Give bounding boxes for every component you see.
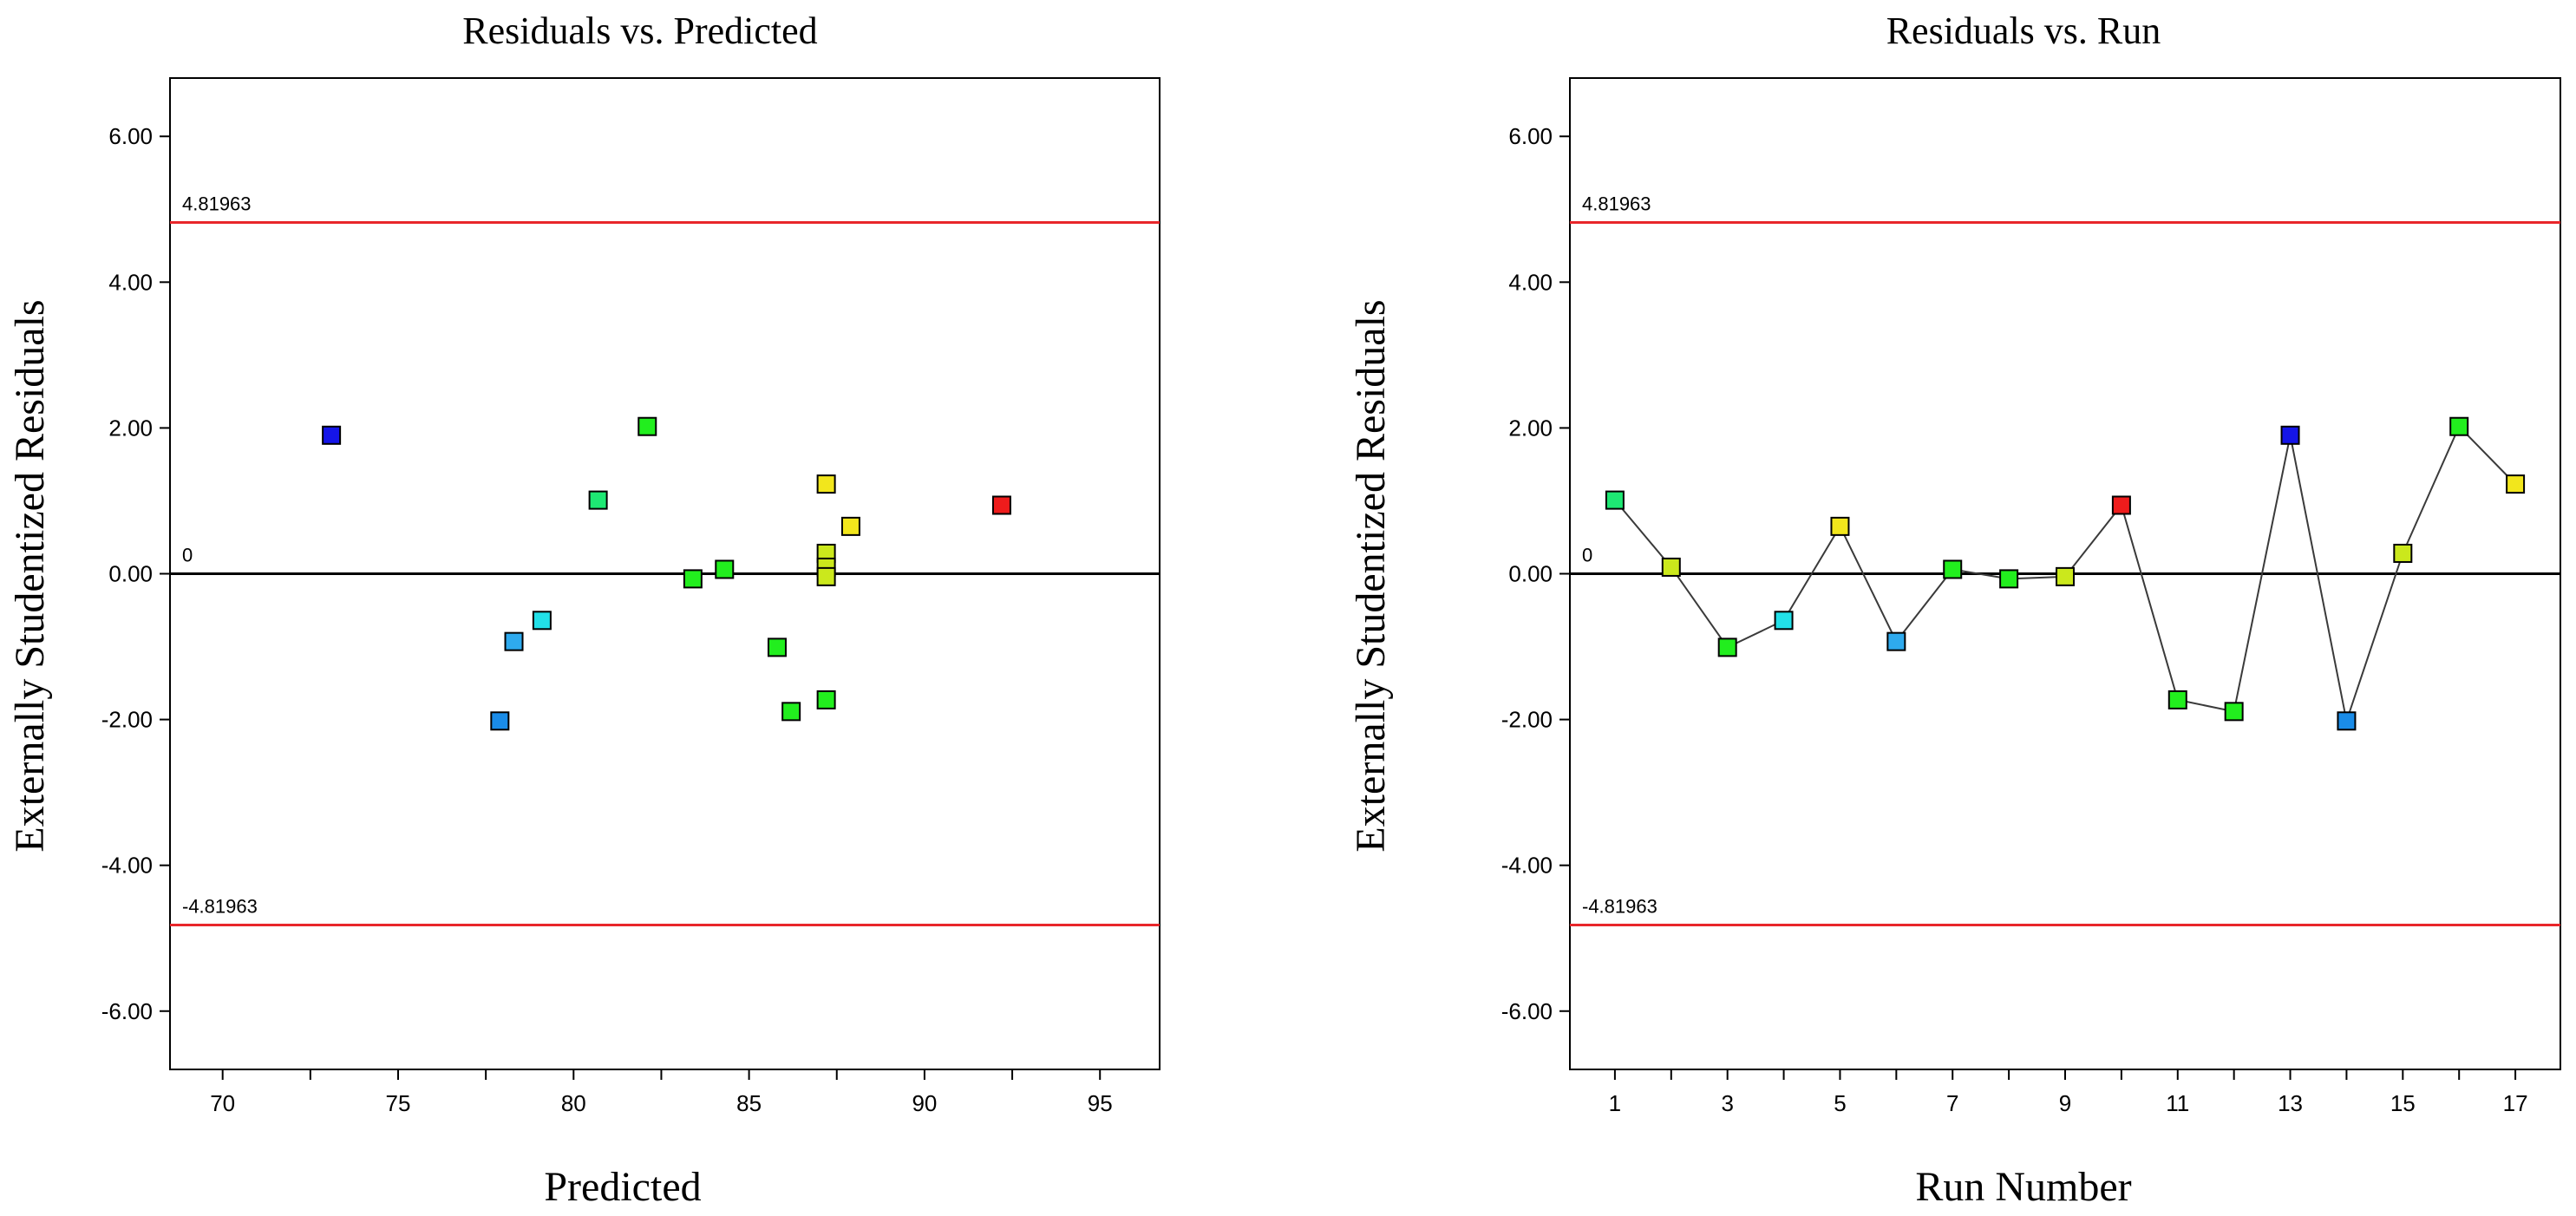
data-point bbox=[767, 637, 787, 657]
data-point bbox=[1717, 637, 1737, 657]
y-tick-label: 4.00 bbox=[108, 269, 153, 295]
x-tick-label: 17 bbox=[2503, 1090, 2528, 1116]
x-tick-label: 80 bbox=[561, 1090, 586, 1116]
x-tick-label: 7 bbox=[1946, 1090, 1958, 1116]
data-point bbox=[2056, 566, 2075, 586]
data-point bbox=[1999, 569, 2019, 589]
y-tick-label: 2.00 bbox=[108, 415, 153, 441]
data-point bbox=[991, 495, 1011, 515]
y-tick-label: -4.00 bbox=[101, 853, 153, 879]
x-axis-label: Run Number bbox=[1915, 1164, 2131, 1210]
plot-area: 6.004.002.000.00-2.00-4.00-6.001 3 5 7 9 11 13… bbox=[1501, 77, 2561, 1116]
data-point bbox=[1830, 516, 1850, 536]
reference-line-label: 4.81963 bbox=[182, 193, 252, 214]
data-point bbox=[2224, 702, 2244, 722]
data-point bbox=[840, 516, 860, 536]
data-point bbox=[781, 702, 801, 722]
x-tick-label: 85 bbox=[736, 1090, 762, 1116]
data-point bbox=[816, 474, 836, 494]
y-tick-label: -4.00 bbox=[1501, 853, 1553, 879]
data-point bbox=[2337, 711, 2357, 731]
x-axis-label: Predicted bbox=[544, 1164, 701, 1210]
chart-title: Residuals vs. Predicted bbox=[462, 10, 817, 52]
y-axis-label: Externally Studentized Residuals bbox=[7, 299, 53, 852]
data-point bbox=[683, 569, 703, 589]
y-tick-label: 6.00 bbox=[108, 123, 153, 149]
data-point bbox=[2506, 474, 2526, 494]
data-point bbox=[715, 559, 735, 579]
reference-line-label: 0 bbox=[1582, 545, 1592, 566]
x-tick-label: 5 bbox=[1834, 1090, 1846, 1116]
y-tick-label: 2.00 bbox=[1508, 415, 1553, 441]
x-tick-label: 1 bbox=[1609, 1090, 1621, 1116]
data-point bbox=[816, 566, 836, 586]
reference-line-label: -4.81963 bbox=[1582, 896, 1657, 918]
x-tick-label: 11 bbox=[2166, 1090, 2189, 1116]
x-tick-label: 13 bbox=[2278, 1090, 2303, 1116]
x-tick-label: 75 bbox=[386, 1090, 411, 1116]
y-tick-label: -2.00 bbox=[101, 707, 153, 733]
x-tick-label: 90 bbox=[912, 1090, 937, 1116]
data-point bbox=[504, 631, 524, 651]
data-point bbox=[1943, 559, 1963, 579]
y-tick-label: -2.00 bbox=[1501, 707, 1553, 733]
y-tick-label: -6.00 bbox=[1501, 998, 1553, 1024]
data-point bbox=[490, 711, 510, 731]
data-point bbox=[322, 425, 342, 445]
data-point bbox=[816, 690, 836, 709]
data-point bbox=[2111, 495, 2131, 515]
y-tick-label: 0.00 bbox=[1508, 561, 1553, 587]
x-tick-label: 9 bbox=[2059, 1090, 2071, 1116]
x-tick-label: 70 bbox=[210, 1090, 235, 1116]
data-point bbox=[637, 416, 657, 436]
data-point bbox=[2393, 543, 2413, 563]
data-point bbox=[2449, 416, 2469, 436]
y-axis-label: Externally Studentized Residuals bbox=[1348, 299, 1394, 852]
data-point bbox=[1605, 490, 1625, 510]
residuals-vs-predicted-panel: Residuals vs. Predicted Predicted Extern… bbox=[7, 10, 1161, 1210]
y-tick-label: 0.00 bbox=[108, 561, 153, 587]
data-point bbox=[1774, 611, 1794, 631]
y-tick-label: 6.00 bbox=[1508, 123, 1553, 149]
y-tick-label: -6.00 bbox=[101, 998, 153, 1024]
x-tick-label: 15 bbox=[2390, 1090, 2416, 1116]
x-tick-label: 3 bbox=[1721, 1090, 1733, 1116]
data-point bbox=[2280, 425, 2300, 445]
plot-area: 6.00 4.00 2.00 0.00 -2.00 -4.00 -6.00 70 75 80 85 9… bbox=[101, 77, 1161, 1116]
data-point bbox=[532, 611, 552, 631]
data-point bbox=[1661, 557, 1681, 577]
y-tick-label: 4.00 bbox=[1508, 269, 1553, 295]
data-point bbox=[588, 490, 608, 510]
chart-title: Residuals vs. Run bbox=[1886, 10, 2161, 52]
reference-line-label: -4.81963 bbox=[182, 896, 258, 918]
reference-line-label: 4.81963 bbox=[1582, 193, 1651, 214]
data-point bbox=[2167, 690, 2187, 709]
reference-line-label: 0 bbox=[182, 545, 193, 566]
data-point bbox=[1886, 631, 1906, 651]
x-tick-label: 95 bbox=[1088, 1090, 1113, 1116]
residuals-vs-run-panel: Residuals vs. Run Run Number Externally … bbox=[1348, 10, 2561, 1210]
